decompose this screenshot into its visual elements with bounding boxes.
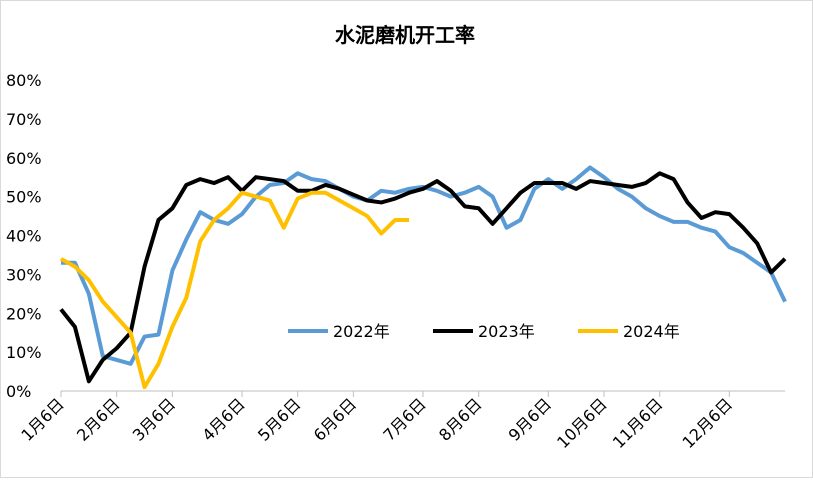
series-line (59, 171, 787, 384)
y-tick-label: 80% (6, 71, 42, 90)
legend-label: 2024年 (623, 322, 680, 341)
y-tick-label: 30% (6, 265, 42, 284)
y-tick-label: 0% (6, 382, 31, 401)
y-tick-label: 60% (6, 149, 42, 168)
y-tick-label: 20% (6, 304, 42, 323)
legend-label: 2023年 (478, 322, 535, 341)
chart-title: 水泥磨机开工率 (335, 23, 475, 47)
legend-label: 2022年 (333, 322, 390, 341)
series-line (60, 190, 410, 390)
y-tick-label: 10% (6, 343, 42, 362)
y-tick-label: 50% (6, 188, 42, 207)
y-tick-label: 40% (6, 227, 42, 246)
y-tick-label: 70% (6, 110, 42, 129)
